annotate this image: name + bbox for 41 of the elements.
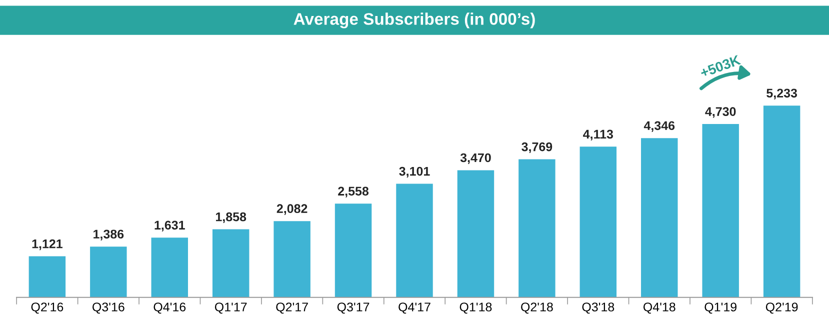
bar [28, 256, 66, 298]
data-label: 4,346 [644, 121, 675, 132]
data-label: 1,121 [32, 239, 62, 250]
x-tick-label: Q1'17 [214, 302, 247, 314]
data-label: 3,470 [460, 153, 491, 164]
x-tick-label: Q2'16 [31, 302, 64, 314]
x-tick-label: Q1'18 [460, 302, 492, 314]
bar [274, 221, 310, 298]
bar [90, 246, 127, 298]
x-tick-label: Q2'17 [276, 302, 308, 314]
x-tick-label: Q4'17 [398, 302, 430, 314]
x-tick-label: Q3'18 [582, 302, 614, 314]
x-tick-label: Q2'18 [521, 302, 553, 314]
data-label: 4,113 [583, 130, 613, 140]
bar [457, 170, 494, 298]
data-label: 3,101 [399, 166, 430, 178]
bar [641, 138, 678, 298]
bar [396, 184, 433, 298]
text: +503K [700, 54, 742, 78]
bar [212, 229, 250, 298]
data-label: 2,558 [338, 186, 369, 198]
data-label: 1,631 [154, 220, 185, 232]
bar [702, 124, 739, 298]
data-label: 5,233 [766, 88, 797, 100]
bar [763, 106, 800, 298]
chart-title: Average Subscribers (in 000’s) [294, 12, 535, 28]
bar [580, 146, 617, 298]
x-tick-label: Q3'17 [337, 302, 370, 314]
bar [518, 159, 556, 298]
data-label: 1,858 [216, 212, 246, 224]
data-label: 3,769 [522, 142, 552, 154]
x-tick-label: Q4'16 [154, 302, 186, 314]
data-label: 1,386 [94, 230, 124, 240]
x-tick-label: Q4'18 [643, 302, 676, 314]
x-tick-label: Q3'16 [92, 302, 124, 314]
data-label: 4,730 [705, 107, 736, 118]
data-label: 2,082 [276, 204, 308, 215]
x-tick-label: Q2'19 [766, 302, 798, 314]
bar [334, 204, 372, 298]
bar [151, 238, 188, 298]
x-tick-label: Q1'19 [704, 302, 736, 314]
